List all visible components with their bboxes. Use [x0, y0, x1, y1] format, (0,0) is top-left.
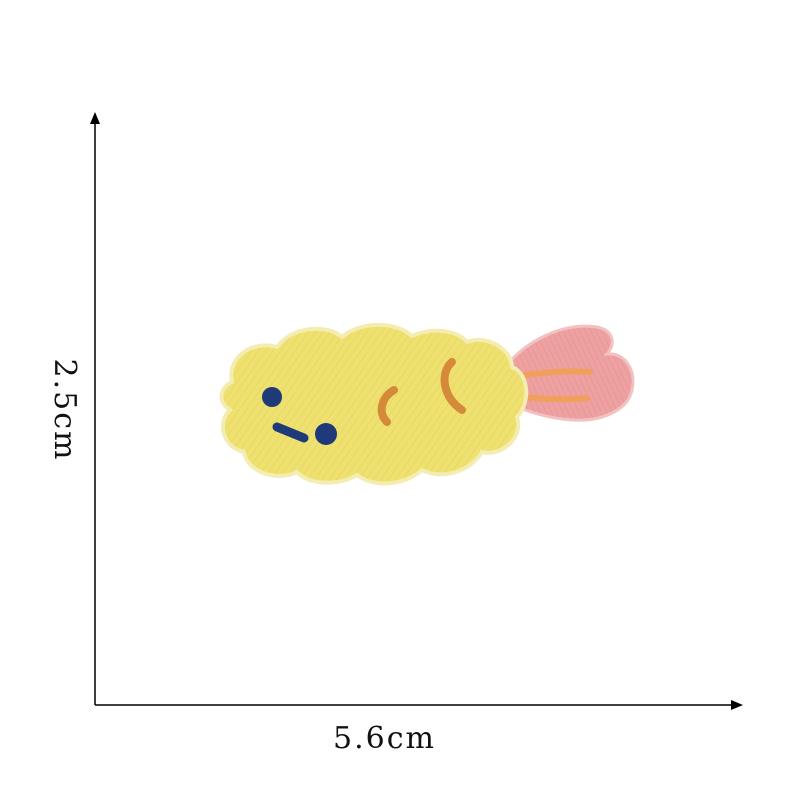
shrimp-tail	[500, 324, 635, 422]
width-axis-arrow	[731, 700, 743, 710]
cheek-dot	[315, 423, 337, 445]
batter-crumb-marks	[377, 358, 466, 426]
eye-dot	[262, 387, 282, 407]
width-dimension-label: 5.6cm	[333, 721, 436, 756]
height-dimension-label: 2.5cm	[47, 358, 82, 462]
mouth-line	[272, 422, 309, 443]
height-axis-arrow	[90, 112, 100, 124]
face-features	[262, 387, 337, 445]
fried-shrimp-patch-image	[219, 322, 635, 486]
